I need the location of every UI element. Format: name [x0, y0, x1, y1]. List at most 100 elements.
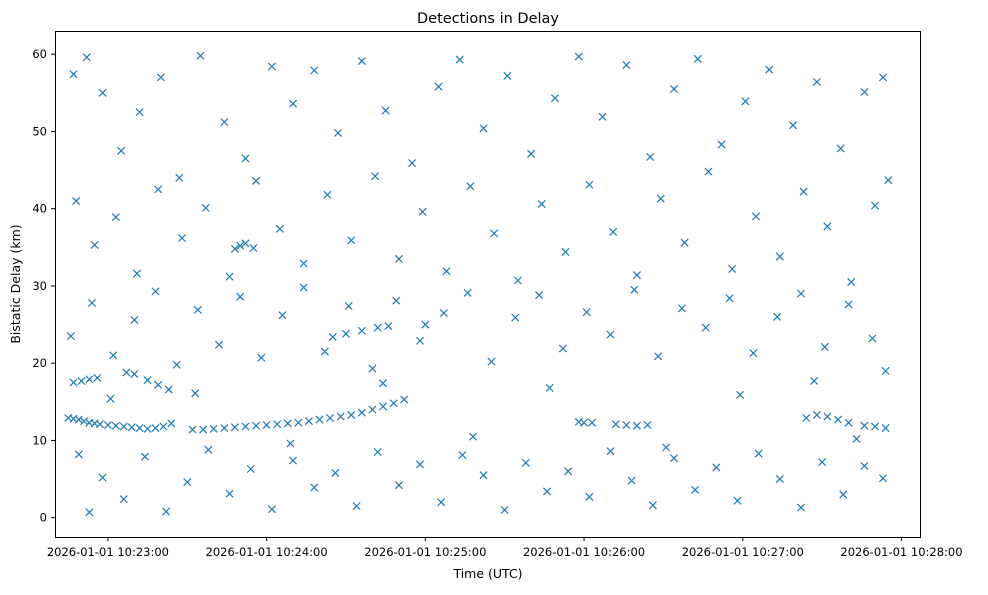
data-point: [140, 452, 149, 461]
data-point: [701, 323, 710, 332]
data-point: [156, 73, 165, 82]
data-point: [574, 52, 583, 61]
data-point: [421, 320, 430, 329]
data-point: [545, 383, 554, 392]
data-point: [117, 146, 126, 155]
data-point: [154, 185, 163, 194]
data-point: [521, 458, 530, 467]
data-point: [352, 502, 361, 511]
data-point: [833, 415, 843, 424]
data-point: [704, 167, 713, 176]
data-point: [151, 424, 160, 433]
data-point: [111, 213, 120, 222]
data-point: [341, 329, 351, 338]
data-point: [267, 62, 276, 71]
data-point: [85, 375, 94, 384]
y-tick-label: 20: [32, 356, 47, 370]
x-tick-label: 2026-01-01 10:23:00: [47, 545, 169, 559]
data-point: [550, 94, 559, 103]
data-point: [135, 108, 144, 117]
data-point: [693, 54, 702, 63]
y-tick-label: 50: [32, 124, 47, 138]
data-point: [143, 424, 152, 433]
data-point: [622, 420, 631, 430]
data-point: [463, 288, 472, 297]
data-point: [820, 342, 829, 351]
data-point: [252, 176, 261, 185]
data-point: [725, 294, 734, 303]
data-point: [677, 304, 686, 313]
data-point: [334, 128, 343, 137]
data-point: [262, 420, 271, 430]
data-point: [479, 471, 488, 480]
data-point: [230, 244, 239, 253]
data-point: [558, 344, 567, 353]
data-point: [648, 501, 657, 510]
data-point: [609, 227, 618, 236]
data-point: [357, 57, 366, 66]
data-point: [373, 323, 382, 332]
data-point: [736, 390, 745, 399]
data-point: [400, 395, 409, 404]
data-point: [881, 366, 890, 375]
data-point: [289, 456, 298, 465]
data-point: [236, 241, 245, 250]
chart-title: Detections in Delay: [417, 11, 559, 27]
y-tick-label: 10: [32, 433, 47, 447]
data-point: [606, 330, 615, 339]
data-point: [656, 194, 665, 203]
data-point: [111, 421, 120, 430]
data-point: [796, 289, 805, 298]
data-point: [90, 240, 99, 250]
data-point: [680, 238, 689, 247]
data-point: [299, 283, 308, 292]
data-point: [458, 451, 467, 460]
data-point: [669, 454, 679, 463]
data-point: [823, 222, 832, 231]
data-point: [368, 364, 377, 373]
data-point: [868, 334, 877, 343]
data-point: [220, 118, 229, 127]
data-point: [847, 278, 856, 287]
data-point: [537, 200, 546, 209]
data-point: [66, 332, 75, 341]
data-point: [289, 99, 298, 108]
data-point: [884, 176, 893, 185]
data-point: [646, 152, 655, 161]
data-point: [378, 379, 388, 388]
data-point: [299, 259, 308, 268]
data-point: [878, 73, 887, 82]
data-point: [500, 505, 509, 514]
data-point: [871, 422, 880, 431]
data-point: [418, 207, 427, 216]
data-point: [214, 340, 224, 349]
data-point: [662, 443, 671, 452]
data-point: [304, 417, 313, 426]
data-point: [775, 475, 784, 484]
data-point: [85, 508, 94, 517]
data-point: [320, 347, 329, 356]
data-point: [236, 292, 245, 301]
data-point: [249, 244, 258, 253]
data-point: [789, 121, 798, 130]
data-point: [392, 296, 401, 305]
data-point: [717, 140, 726, 149]
data-point: [273, 420, 282, 429]
data-point: [860, 421, 869, 430]
y-axis: 0 10 20 30 40 50 60: [32, 47, 55, 525]
data-point: [183, 478, 192, 487]
data-point: [535, 291, 544, 300]
data-point: [315, 415, 324, 424]
data-point: [209, 424, 218, 433]
data-point: [109, 351, 118, 360]
data-point: [357, 408, 366, 417]
data-point: [818, 458, 827, 467]
data-point: [455, 55, 464, 64]
data-point: [511, 313, 520, 322]
data-point: [252, 421, 261, 430]
data-point: [257, 353, 266, 362]
data-point: [119, 495, 128, 504]
data-point: [513, 276, 522, 285]
data-point: [881, 424, 890, 433]
data-point: [632, 421, 641, 430]
